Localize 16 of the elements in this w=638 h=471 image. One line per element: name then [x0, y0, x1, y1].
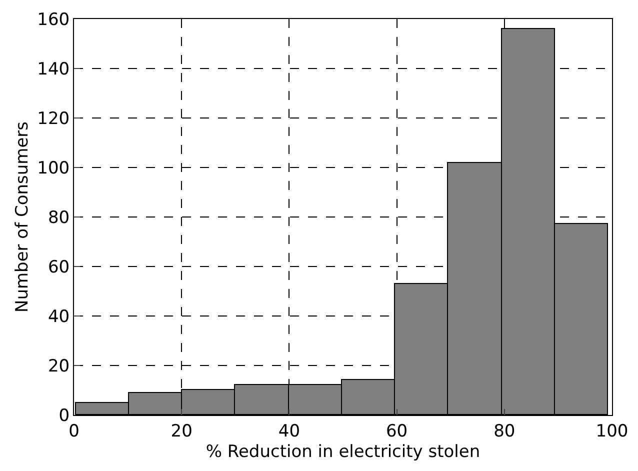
y-tick-label: 20	[48, 356, 70, 376]
y-tick-label: 140	[37, 59, 70, 80]
y-axis-title: Number of Consumers	[12, 121, 33, 313]
y-tick-label: 120	[37, 108, 70, 129]
x-tick-label: 40	[278, 421, 300, 442]
y-tick-label: 40	[48, 306, 70, 327]
y-tick-label: 80	[48, 208, 70, 228]
y-tick-label: 160	[37, 10, 70, 30]
y-tick-label: 0	[58, 406, 70, 426]
x-tick-label: 20	[170, 421, 192, 442]
x-tick-label: 60	[386, 421, 408, 442]
x-tick-label: 80	[494, 421, 516, 442]
y-tick-label: 100	[37, 158, 70, 178]
x-tick-label: 100	[596, 421, 628, 442]
x-axis-title: % Reduction in electricity stolen	[206, 442, 480, 462]
y-tick-label: 60	[48, 257, 70, 278]
